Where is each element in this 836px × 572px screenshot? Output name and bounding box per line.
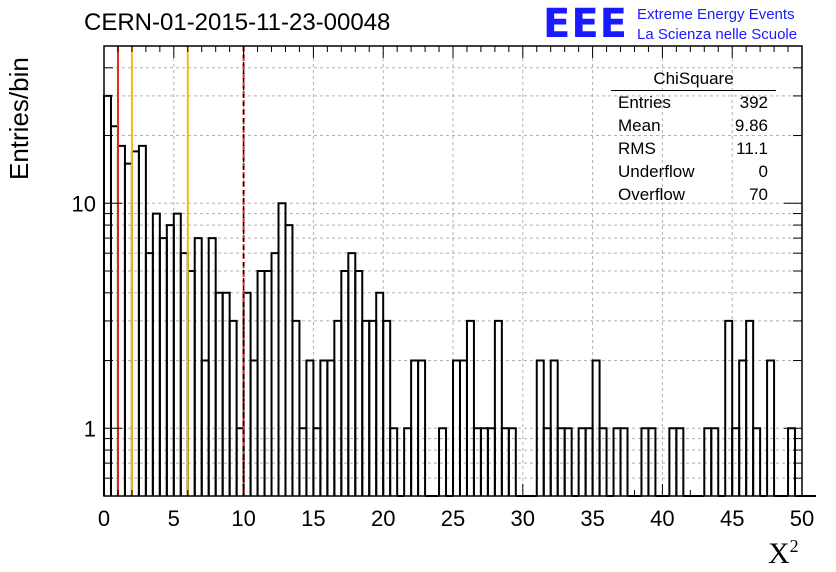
histogram-bin xyxy=(277,202,287,496)
logo-line-2: La Scienza nelle Scuole xyxy=(637,26,798,43)
stat-row-underflow: Underflow 0 xyxy=(611,160,776,183)
chart-title: CERN-01-2015-11-23-00048 xyxy=(84,9,391,36)
histogram-bin xyxy=(417,359,427,496)
stat-value: 392 xyxy=(739,93,768,112)
x-tick-label: 0 xyxy=(98,506,110,531)
histogram-bin xyxy=(221,291,231,496)
logo-line-1: Extreme Energy Events xyxy=(637,6,795,23)
x-tick-label: 45 xyxy=(720,506,744,531)
histogram-bin xyxy=(368,319,378,496)
stat-key: Underflow xyxy=(618,162,695,181)
logo-mark: EEE xyxy=(543,1,628,47)
histogram-bin xyxy=(103,94,112,496)
stats-box: ChiSquare Entries 392 Mean 9.86 RMS 11.1… xyxy=(611,69,776,206)
histogram-bin xyxy=(710,427,720,496)
histogram-bin xyxy=(340,270,350,496)
axes: 0 5 10 15 20 25 30 35 40 45 50 1 10 xyxy=(72,45,814,531)
stat-key: RMS xyxy=(618,139,656,158)
y-axis-label: Entries/bin xyxy=(4,57,34,180)
histogram-bin xyxy=(242,291,252,496)
y-tick-label: 1 xyxy=(84,416,96,441)
histogram-bin xyxy=(752,427,762,496)
histogram-bin xyxy=(193,237,203,496)
stat-row-rms: RMS 11.1 xyxy=(611,137,776,160)
stat-row-overflow: Overflow 70 xyxy=(611,183,776,206)
x-tick-label: 50 xyxy=(790,506,814,531)
histogram-bin xyxy=(109,125,119,496)
histogram-bin xyxy=(144,252,154,496)
histogram-bin xyxy=(745,319,755,496)
y-tick-label: 10 xyxy=(72,191,96,216)
histogram-bin xyxy=(333,319,343,496)
stat-value: 9.86 xyxy=(734,116,768,135)
histogram-bin xyxy=(675,427,685,496)
stat-row-entries: Entries 392 xyxy=(611,91,776,114)
x-tick-label: 25 xyxy=(441,506,465,531)
histogram-bin xyxy=(263,270,273,496)
x-axis-label: Χ2 xyxy=(768,536,799,571)
x-tick-label: 20 xyxy=(371,506,395,531)
x-axis-label-symbol: Χ xyxy=(768,537,790,570)
histogram-bin xyxy=(724,319,734,496)
reference-lines xyxy=(116,46,245,496)
histogram-bin xyxy=(361,319,371,496)
x-tick-label: 5 xyxy=(168,506,180,531)
stats-title: ChiSquare xyxy=(611,69,776,91)
histogram-bin xyxy=(291,319,301,496)
histogram-bin xyxy=(375,291,385,496)
histogram-bin xyxy=(207,237,217,496)
x-tick-label: 15 xyxy=(301,506,325,531)
stat-value: 11.1 xyxy=(736,139,768,158)
histogram-bin xyxy=(354,270,364,496)
histogram-bin xyxy=(389,427,399,496)
histogram-bin xyxy=(766,359,776,496)
histogram-bin xyxy=(179,252,189,496)
histogram-bin xyxy=(228,319,238,496)
histogram-bin xyxy=(438,427,448,496)
x-axis-label-superscript: 2 xyxy=(789,536,799,556)
histogram-bin xyxy=(465,319,475,496)
histogram-bin xyxy=(270,252,280,496)
histogram-bin xyxy=(619,427,629,496)
histogram-bin xyxy=(214,291,224,496)
x-tick-label: 30 xyxy=(511,506,535,531)
stat-value: 70 xyxy=(749,185,768,204)
histogram-bin xyxy=(256,270,266,496)
histogram-bin xyxy=(347,252,357,496)
stat-key: Mean xyxy=(618,116,661,135)
histogram-bin xyxy=(598,427,608,496)
stat-value: 0 xyxy=(758,162,768,181)
histogram-bin xyxy=(493,319,503,496)
histogram-bin xyxy=(647,427,657,496)
histogram-bin xyxy=(382,319,392,496)
stat-key: Overflow xyxy=(618,185,686,204)
x-tick-label: 10 xyxy=(231,506,255,531)
histogram-data xyxy=(103,94,816,497)
x-tick-label: 40 xyxy=(650,506,674,531)
histogram-bin xyxy=(186,270,196,496)
x-tick-label: 35 xyxy=(580,506,604,531)
histogram-bin xyxy=(172,212,182,496)
histogram-bin xyxy=(507,427,517,496)
stat-key: Entries xyxy=(618,93,671,112)
eee-logo: EEE Extreme Energy Events La Scienza nel… xyxy=(543,1,833,47)
histogram-bin xyxy=(151,212,161,496)
stat-row-mean: Mean 9.86 xyxy=(611,114,776,137)
histogram-bin xyxy=(158,237,168,496)
histogram-bin xyxy=(563,427,573,496)
